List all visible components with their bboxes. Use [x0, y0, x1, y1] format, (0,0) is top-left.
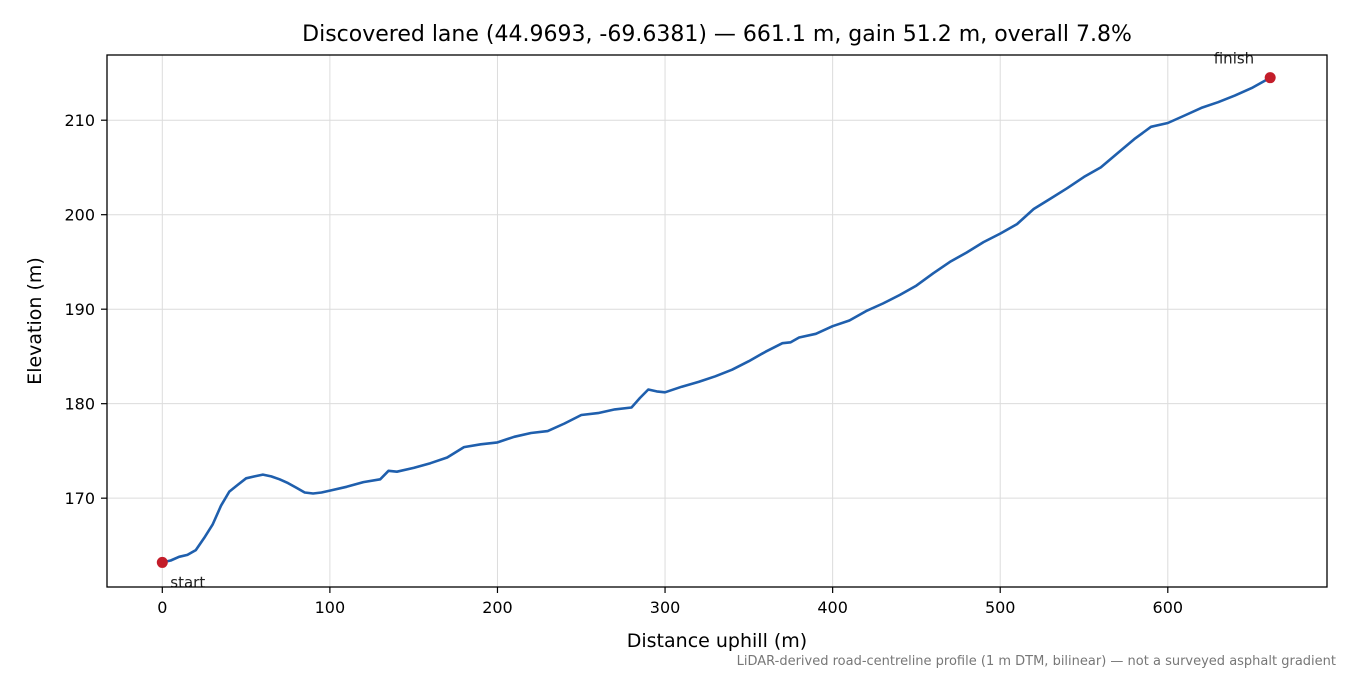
x-tick-label: 300	[650, 598, 681, 617]
y-tick-label: 180	[64, 395, 95, 414]
x-tick-label: 0	[157, 598, 167, 617]
y-axis-label: Elevation (m)	[24, 257, 46, 385]
plot-frame	[106, 54, 1328, 588]
x-tick-label: 100	[315, 598, 346, 617]
axis-ticks: 0 100 200 300 400 500 600 170 180 190 200 210	[64, 111, 1183, 617]
finish-marker	[1264, 72, 1276, 84]
grid-lines	[107, 55, 1327, 587]
x-tick-label: 200	[482, 598, 513, 617]
x-axis-label: Distance uphill (m)	[627, 630, 807, 652]
footnote: LiDAR-derived road-centreline profile (1…	[737, 654, 1336, 669]
y-tick-label: 190	[64, 300, 95, 319]
start-label: start	[170, 573, 205, 591]
y-tick-label: 200	[64, 206, 95, 225]
chart-title: Discovered lane (44.9693, -69.6381) — 66…	[302, 22, 1132, 47]
x-tick-label: 500	[985, 598, 1016, 617]
finish-label: finish	[1214, 50, 1254, 68]
y-tick-label: 170	[64, 489, 95, 508]
y-tick-label: 210	[64, 111, 95, 130]
elevation-line	[161, 76, 1272, 564]
start-marker	[156, 556, 168, 568]
series-layer	[161, 76, 1272, 564]
x-tick-label: 400	[817, 598, 848, 617]
x-tick-label: 600	[1153, 598, 1184, 617]
